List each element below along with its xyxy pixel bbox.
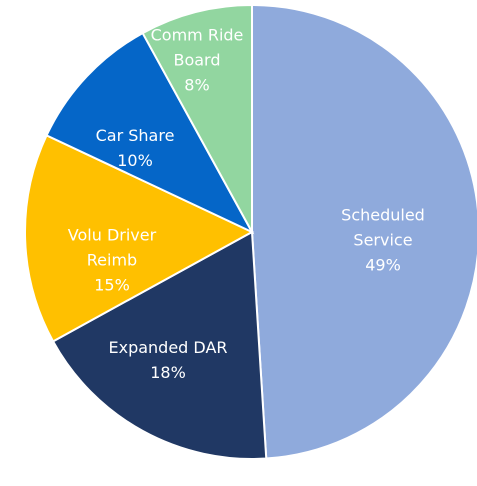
category-label: Volu Driver Reimb (67, 225, 157, 270)
pie-slice (45, 31, 255, 235)
value-label: 18% (150, 363, 186, 382)
pie-slice (251, 3, 477, 460)
value-label: 49% (365, 255, 401, 275)
slice-label: Comm Ride Board 8% (150, 23, 245, 98)
value-label: 15% (94, 275, 130, 295)
category-label: Comm Ride Board (150, 25, 244, 70)
pie-slice (141, 3, 253, 233)
slice-label: Scheduled Service 49% (328, 203, 438, 278)
slice-label: Expanded DAR 18% (98, 335, 238, 385)
value-label: 8% (184, 75, 210, 95)
pie-slice (51, 230, 268, 460)
category-label: Expanded DAR (108, 338, 228, 357)
category-label: Scheduled Service (341, 205, 425, 250)
category-label: Car Share (95, 126, 175, 145)
value-label: 10% (117, 151, 153, 170)
slice-label: Volu Driver Reimb 15% (57, 223, 167, 298)
pie-slice (24, 134, 255, 343)
slice-label: Car Share 10% (80, 123, 190, 173)
